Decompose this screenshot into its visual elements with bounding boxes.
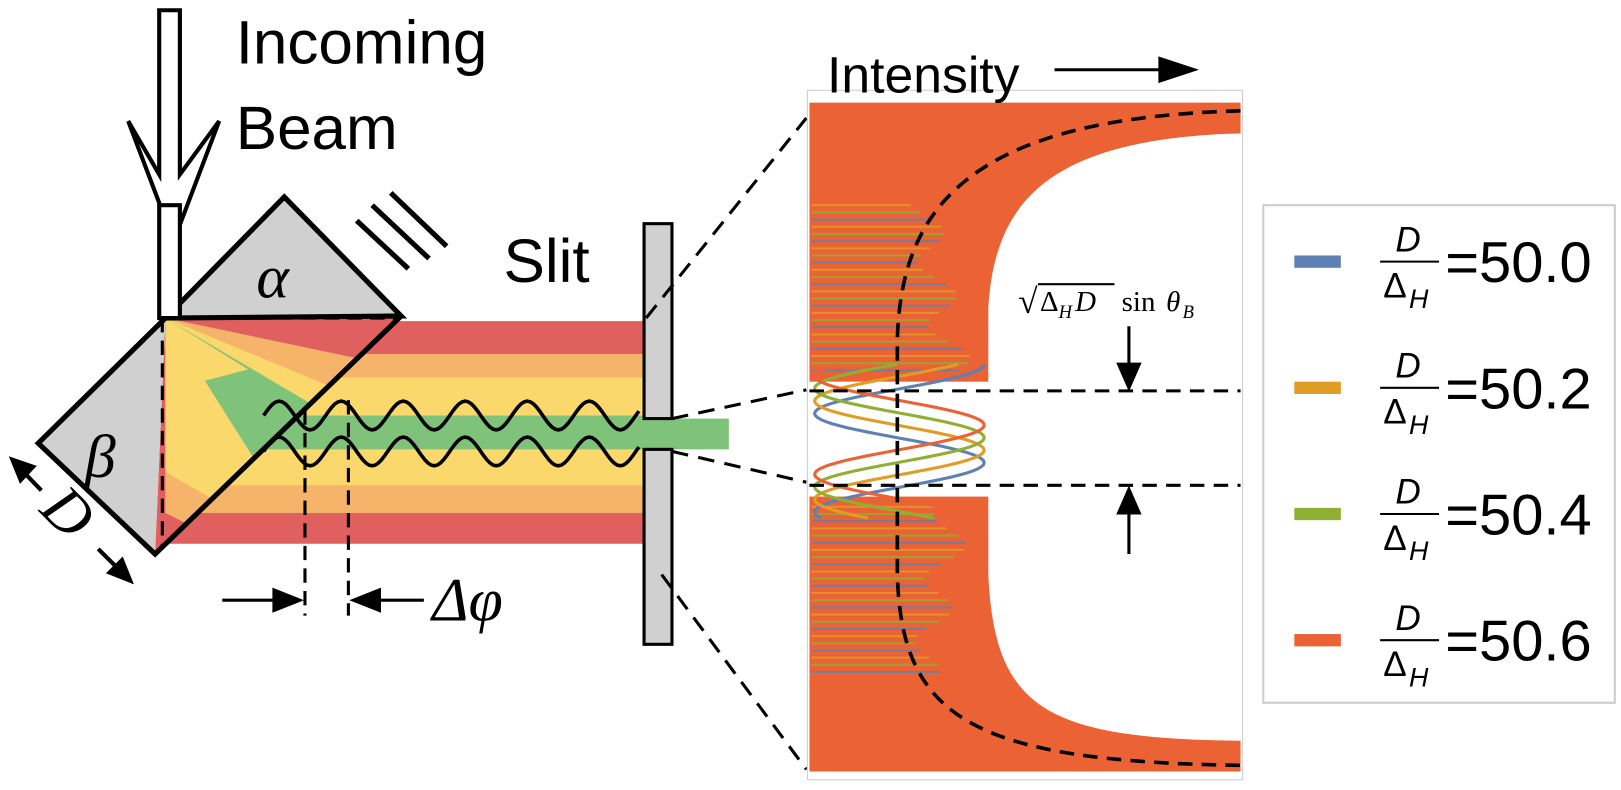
diagram: Incoming Beam α β D Δφ Slit Intensity √ … (0, 0, 1621, 790)
formula-part: Δ (1040, 286, 1059, 318)
formula-part: √ (1018, 282, 1038, 321)
label: Beam (236, 94, 398, 163)
legend-subscript: H (1409, 662, 1429, 692)
legend-numerator: D (1395, 599, 1420, 638)
formula-part: H (1058, 302, 1074, 323)
incoming-arrow (159, 205, 180, 318)
label: β (84, 423, 116, 491)
slit (644, 224, 672, 419)
legend-value: =50.0 (1445, 231, 1591, 295)
legend-subscript: H (1409, 410, 1429, 440)
legend-value: =50.6 (1445, 610, 1591, 674)
label: α (256, 244, 290, 312)
legend-numerator: D (1395, 347, 1420, 386)
legend-value: =50.2 (1445, 358, 1591, 422)
slit (644, 449, 672, 644)
legend-denominator: Δ (1383, 645, 1406, 684)
formula-part: θ (1166, 286, 1180, 318)
legend-swatch (1294, 382, 1341, 394)
legend-subscript: H (1409, 536, 1429, 566)
legend-subscript: H (1409, 284, 1429, 314)
legend-denominator: Δ (1383, 519, 1406, 558)
label: Δφ (429, 567, 503, 635)
legend-denominator: Δ (1383, 393, 1406, 432)
legend-value: =50.4 (1445, 484, 1591, 548)
label: Incoming (236, 9, 488, 78)
legend-numerator: D (1395, 220, 1420, 259)
legend-swatch (1294, 634, 1341, 646)
formula-part: D (1074, 286, 1096, 318)
label: Slit (503, 227, 589, 296)
legend-swatch (1294, 255, 1341, 267)
legend-numerator: D (1395, 473, 1420, 512)
mirror-lines (357, 193, 447, 269)
formula-part: B (1183, 302, 1194, 323)
legend-swatch (1294, 508, 1341, 520)
legend-denominator: Δ (1383, 267, 1406, 306)
label: Intensity (827, 46, 1020, 104)
formula-part: sin (1122, 286, 1156, 318)
